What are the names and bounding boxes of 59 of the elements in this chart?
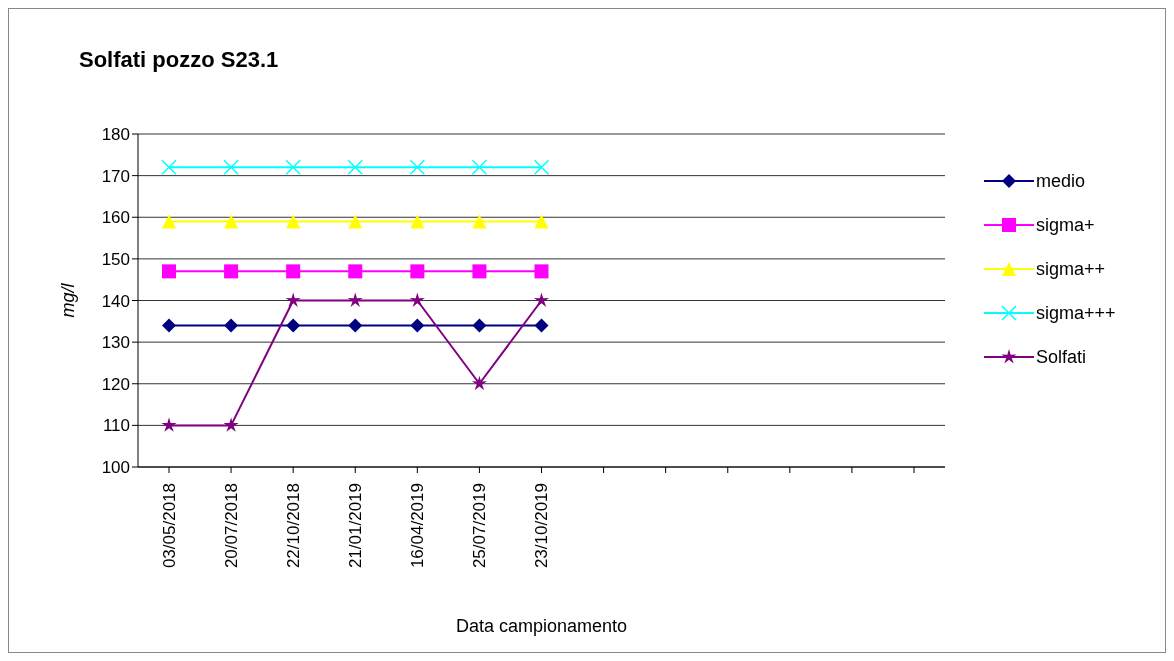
point xyxy=(223,159,239,176)
point xyxy=(286,214,301,229)
x-tick-label: 16/04/2019 xyxy=(407,483,427,569)
legend-label: sigma++ xyxy=(1036,258,1106,280)
point xyxy=(534,264,549,279)
point xyxy=(472,264,487,279)
point xyxy=(348,318,363,333)
y-tick-label: 170 xyxy=(101,166,130,186)
point xyxy=(162,318,176,333)
point xyxy=(348,214,363,229)
y-tick-label: 160 xyxy=(101,208,130,228)
point xyxy=(162,264,176,279)
point xyxy=(471,159,488,176)
legend-label: Solfati xyxy=(1036,346,1087,368)
point xyxy=(223,417,239,432)
point xyxy=(285,292,301,307)
y-tick-label: 110 xyxy=(102,416,130,436)
x-tick-label: 25/07/2019 xyxy=(469,483,489,569)
point xyxy=(410,264,425,279)
point xyxy=(286,264,301,279)
point xyxy=(409,159,426,176)
point xyxy=(224,264,239,279)
x-tick-label: 03/05/2018 xyxy=(159,483,179,569)
point xyxy=(533,159,550,176)
x-tick-label: 20/07/2018 xyxy=(221,483,241,569)
point xyxy=(161,417,177,432)
point xyxy=(285,159,301,176)
x-tick-label: 21/01/2019 xyxy=(345,483,365,569)
x-tick-label: 23/10/2019 xyxy=(532,483,551,569)
point xyxy=(410,214,425,229)
y-tick-label: 140 xyxy=(101,291,130,311)
legend-label: sigma+++ xyxy=(1036,302,1116,324)
x-axis-title: Data campionamento xyxy=(455,616,628,636)
point xyxy=(162,214,176,229)
point xyxy=(224,214,239,229)
point xyxy=(471,375,488,391)
point xyxy=(534,214,549,229)
y-tick-label: 150 xyxy=(101,249,130,269)
y-tick-label: 180 xyxy=(101,125,130,145)
point xyxy=(161,159,177,176)
x-tick-label: 22/10/2018 xyxy=(283,483,303,569)
point xyxy=(286,318,301,333)
legend-label: medio xyxy=(1036,170,1086,192)
point xyxy=(410,318,425,333)
point xyxy=(472,318,487,333)
point xyxy=(347,159,363,176)
point xyxy=(347,292,363,307)
y-tick-label: 130 xyxy=(101,333,130,353)
legend-label: sigma+ xyxy=(1036,214,1095,236)
point xyxy=(534,318,549,333)
y-axis-title: mg/l xyxy=(58,282,79,318)
point xyxy=(409,292,425,307)
chart-title: Solfati pozzo S23.1 xyxy=(79,47,279,73)
y-tick-label: 120 xyxy=(101,374,130,394)
point xyxy=(348,264,363,279)
point xyxy=(533,292,550,307)
point xyxy=(224,318,239,333)
point xyxy=(472,214,487,229)
y-tick-label: 100 xyxy=(101,458,130,478)
